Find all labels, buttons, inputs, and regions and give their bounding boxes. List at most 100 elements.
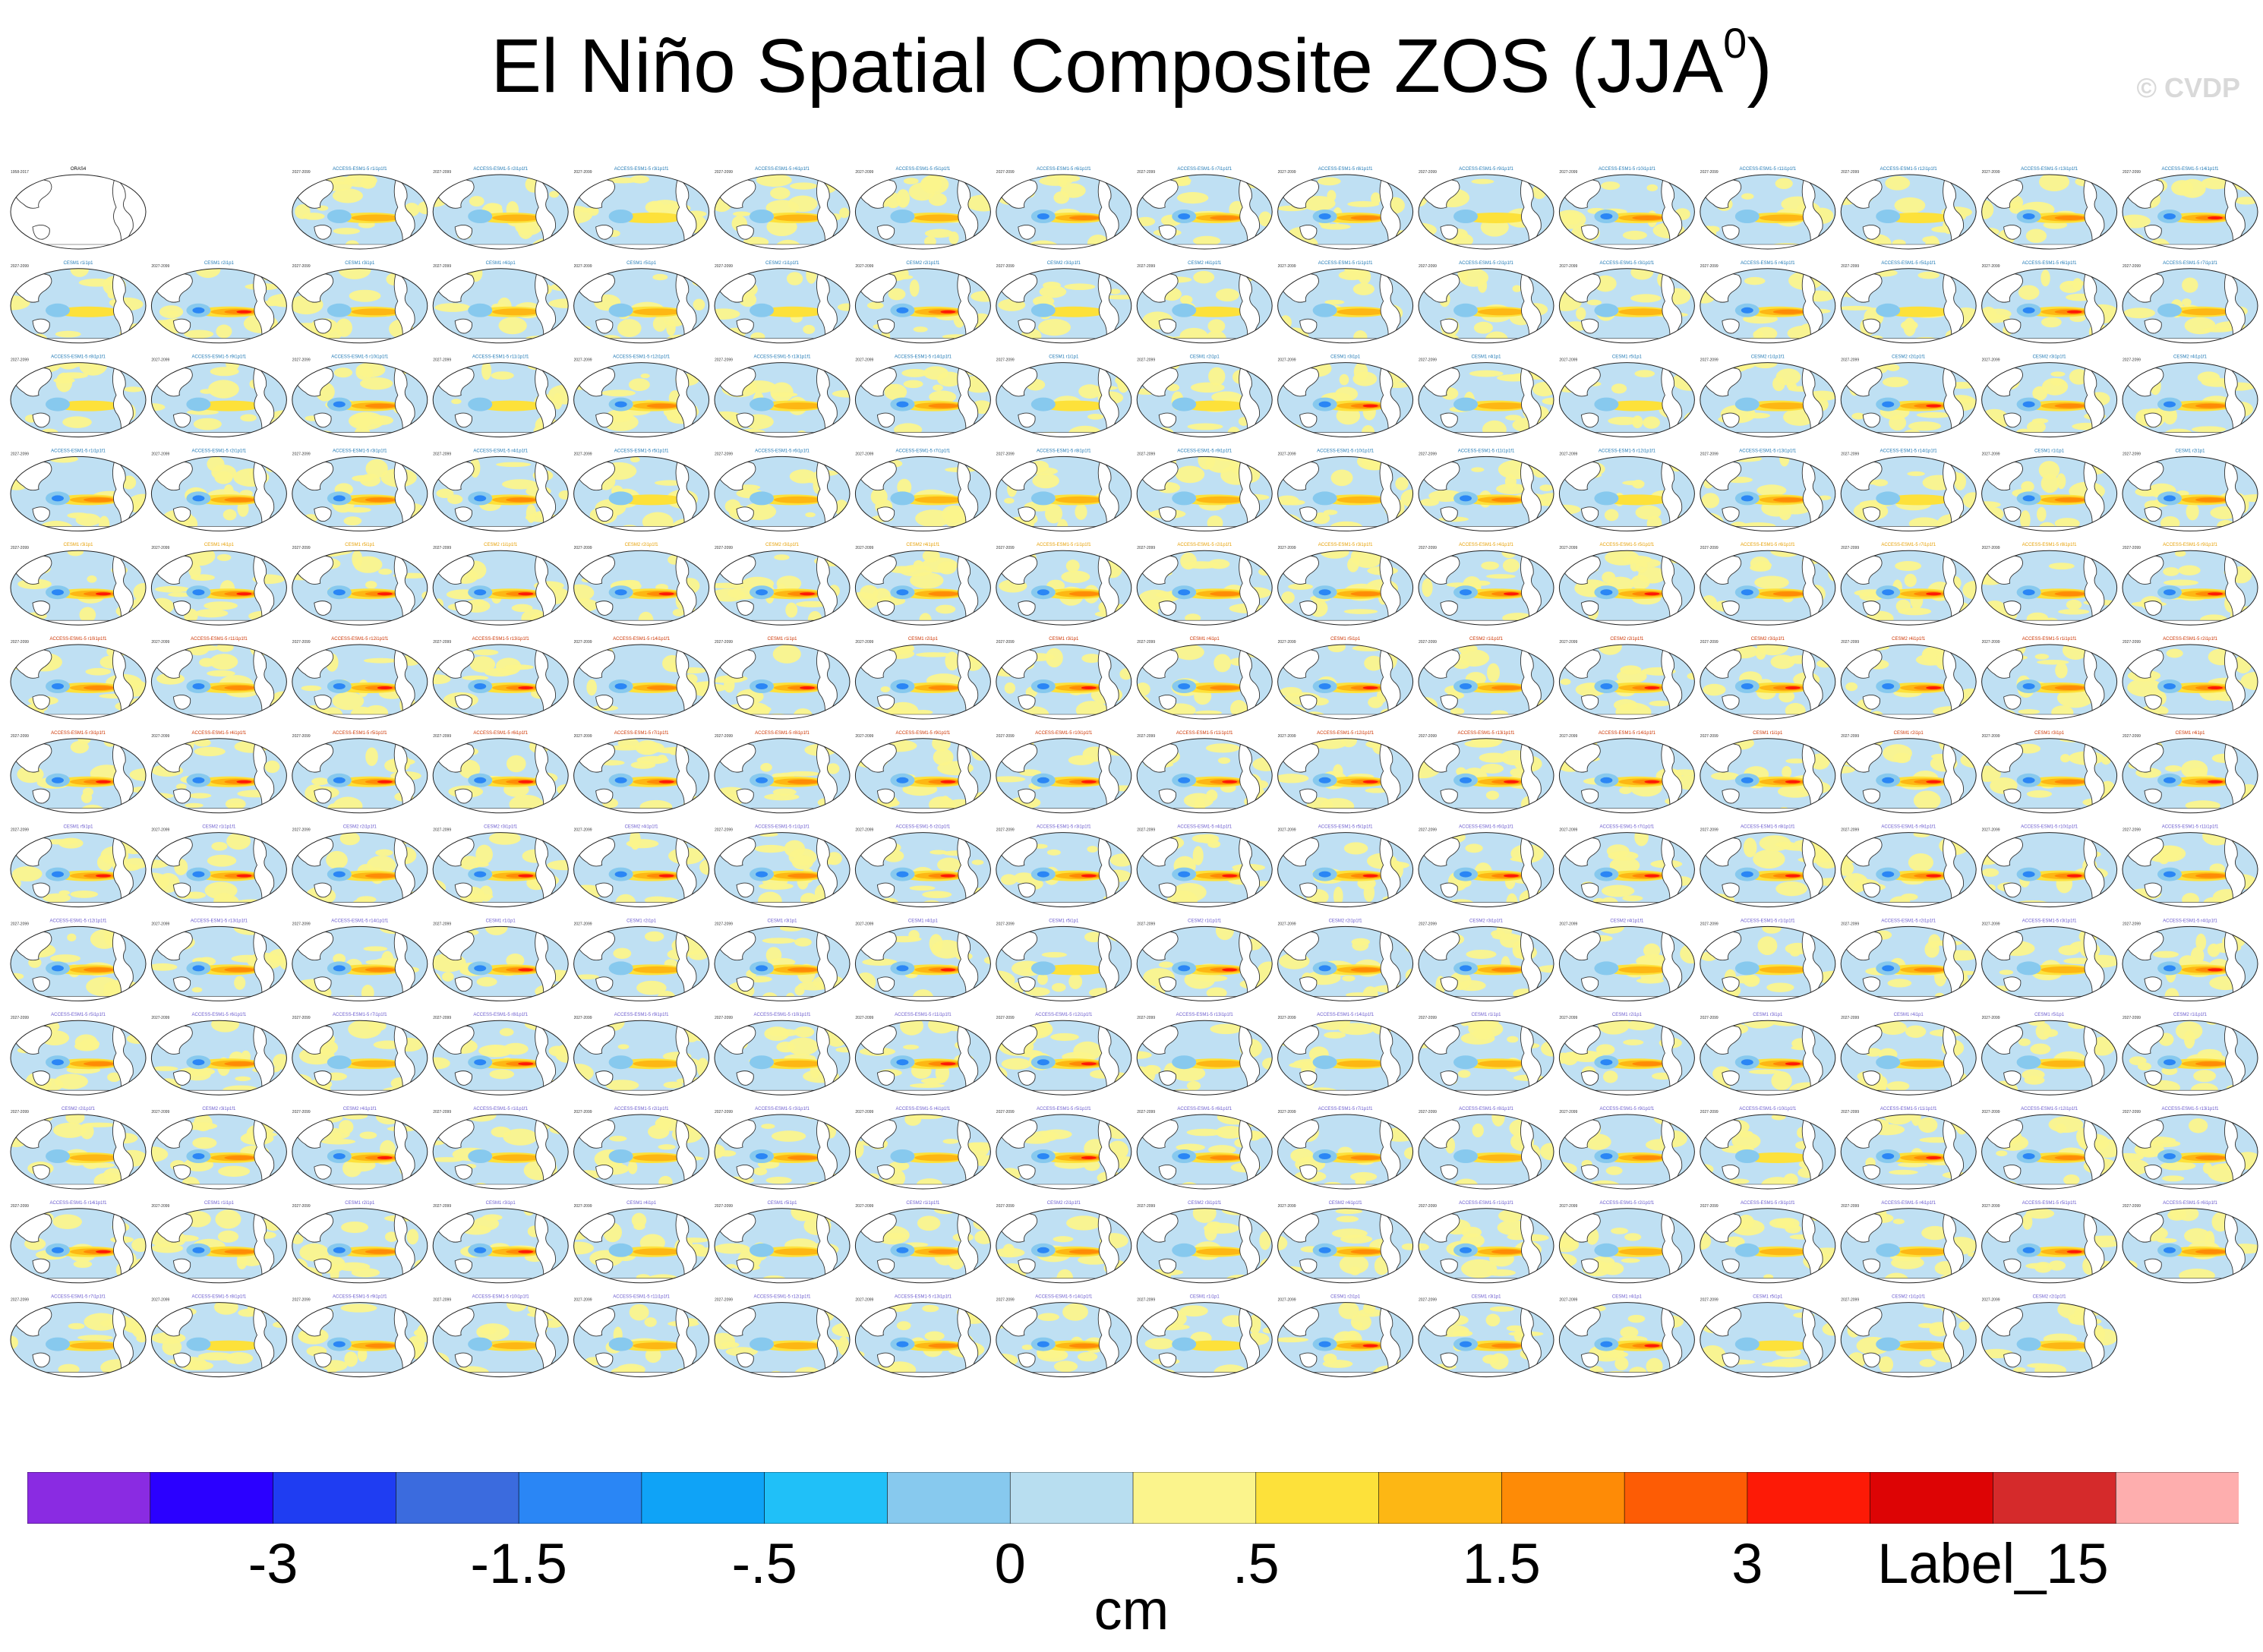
model-map (714, 1302, 851, 1378)
colorbar-swatch (1378, 1472, 1503, 1524)
model-map (2122, 644, 2258, 720)
colorbar-swatch (641, 1472, 765, 1524)
model-map (854, 550, 991, 626)
panel-title: ACCESS-ESM1-5 r12i1p1f1 (1035, 1013, 1093, 1017)
panel-title: ACCESS-ESM1-5 r8i1p1f1 (1037, 449, 1091, 453)
model-map (996, 1114, 1132, 1190)
model-panel: 2027-2099 ACCESS-ESM1-5 r6i1p1f1 (1700, 543, 1836, 626)
model-panel: 2027-2099 CESM1 r1i1p1 (10, 261, 147, 344)
model-panel: 2027-2099 CESM1 r3i1p1 (292, 261, 428, 344)
panel-years-label: 2027-2099 (1559, 828, 1577, 833)
panel-years-label: 2027-2099 (574, 452, 592, 456)
panel-title: ACCESS-ESM1-5 r14i1p1f1 (49, 1201, 107, 1206)
model-map (1136, 362, 1273, 438)
model-panel: 2027-2099 CESM1 r2i1p1 (1558, 1013, 1695, 1096)
model-map (1418, 268, 1554, 344)
panel-years-label: 2027-2099 (996, 170, 1015, 175)
colorbar-swatch (273, 1472, 397, 1524)
panel-title: ACCESS-ESM1-5 r6i1p1f1 (1459, 825, 1513, 830)
panel-years-label: 2027-2099 (1278, 170, 1296, 175)
panel-years-label: 2027-2099 (292, 358, 311, 363)
model-panel: 2027-2099 ACCESS-ESM1-5 r10i1p1f1 (1277, 449, 1414, 531)
panel-years-label: 2027-2099 (11, 828, 29, 833)
panel-title: ACCESS-ESM1-5 r6i1p1f1 (1741, 543, 1795, 547)
model-panel: 2027-2099 ACCESS-ESM1-5 r1i1p1f1 (1418, 1201, 1554, 1284)
model-map (2122, 1114, 2258, 1190)
model-map (1840, 362, 1977, 438)
panel-years-label: 2027-2099 (715, 452, 733, 456)
panel-years-label: 2027-2099 (1700, 546, 1719, 550)
model-panel: 2027-2099 CESM2 r3i1p1f1 (1418, 919, 1554, 1001)
panel-title: ACCESS-ESM1-5 r12i1p1f1 (1599, 449, 1656, 453)
model-panel: 2027-2099 ACCESS-ESM1-5 r4i1p1f1 (150, 731, 287, 814)
panel-title: CESM1 r3i1p1 (486, 1201, 516, 1206)
model-panel: 2027-2099 ACCESS-ESM1-5 r14i1p1f1 (2122, 167, 2258, 250)
model-map (432, 1020, 569, 1096)
colorbar-tick-label: 0 (994, 1532, 1026, 1595)
panel-years-label: 2027-2099 (1559, 1204, 1577, 1209)
model-map (432, 456, 569, 531)
model-map (714, 174, 851, 250)
panel-title: ACCESS-ESM1-5 r2i1p1f1 (2163, 637, 2217, 642)
model-map (1700, 174, 1836, 250)
panel-title: ACCESS-ESM1-5 r6i1p1f1 (1037, 167, 1091, 172)
model-map (1981, 174, 2118, 250)
model-panel: 2027-2099 ACCESS-ESM1-5 r9i1p1f1 (150, 355, 287, 438)
panel-years-label: 2027-2099 (2123, 546, 2141, 550)
model-map (1558, 550, 1695, 626)
panel-years-label: 2027-2099 (1982, 358, 2000, 363)
model-map (150, 1020, 287, 1096)
model-map (150, 1302, 287, 1378)
model-map (2122, 174, 2258, 250)
panel-title: CESM1 r4i1p1 (1190, 637, 1220, 642)
model-map (996, 174, 1132, 250)
model-map (854, 925, 991, 1001)
model-map (150, 550, 287, 626)
model-panel: 2027-2099 ACCESS-ESM1-5 r5i1p1f1 (10, 1013, 147, 1096)
panel-title: CESM2 r3i1p1f1 (1047, 261, 1081, 266)
panel-years-label: 2027-2099 (996, 452, 1015, 456)
model-map (10, 456, 147, 531)
colorbar-swatch (1993, 1472, 2117, 1524)
model-panel: 2027-2099 ACCESS-ESM1-5 r8i1p1f1 (1418, 1107, 1554, 1190)
panel-years-label: 2027-2099 (433, 546, 451, 550)
panel-title: CESM2 r3i1p1f1 (1188, 1201, 1222, 1206)
panel-years-label: 2027-2099 (1137, 1110, 1155, 1114)
model-panel: 2027-2099 ACCESS-ESM1-5 r3i1p1f1 (996, 825, 1132, 908)
model-map (2122, 832, 2258, 908)
panel-years-label: 2027-2099 (151, 1016, 169, 1020)
panel-title: ACCESS-ESM1-5 r2i1p1f1 (1881, 919, 1936, 923)
model-map (1277, 738, 1414, 814)
model-map (854, 832, 991, 908)
model-map (292, 738, 428, 814)
model-panel: 2027-2099 CESM1 r4i1p1 (150, 543, 287, 626)
observed-map (10, 174, 147, 250)
panel-years-label: 2027-2099 (151, 452, 169, 456)
panel-title: ACCESS-ESM1-5 r14i1p1f1 (895, 355, 952, 360)
chart-title: El Niño Spatial Composite ZOS (JJA0) (491, 19, 1772, 109)
model-panel: 2027-2099 ACCESS-ESM1-5 r10i1p1f1 (996, 731, 1132, 814)
panel-years-label: 2027-2099 (715, 640, 733, 645)
panel-years-label: 2027-2099 (2123, 734, 2141, 739)
model-panel: 2027-2099 ACCESS-ESM1-5 r6i1p1f1 (996, 167, 1132, 250)
panel-years-label: 2027-2099 (574, 264, 592, 269)
model-panel: 2027-2099 ACCESS-ESM1-5 r7i1p1f1 (1558, 825, 1695, 908)
model-panel: 2027-2099 CESM1 r5i1p1 (714, 1201, 851, 1284)
panel-years-label: 2027-2099 (855, 1298, 873, 1303)
model-panel: 2027-2099 ACCESS-ESM1-5 r1i1p1f1 (996, 543, 1132, 626)
panel-title: ACCESS-ESM1-5 r5i1p1f1 (1318, 825, 1373, 830)
model-panel: 2027-2099 ACCESS-ESM1-5 r14i1p1f1 (10, 1201, 147, 1284)
model-panel: 2027-2099 ACCESS-ESM1-5 r13i1p1f1 (854, 1295, 991, 1378)
model-map (2122, 925, 2258, 1001)
model-map (854, 174, 991, 250)
model-panel: 2027-2099 ACCESS-ESM1-5 r2i1p1f1 (2122, 637, 2258, 720)
panel-title: ACCESS-ESM1-5 r13i1p1f1 (1739, 449, 1797, 453)
model-map (2122, 1208, 2258, 1284)
colorbar-tick-label: .5 (1232, 1532, 1280, 1595)
model-panel: 2027-2099 CESM1 r1i1p1 (432, 919, 569, 1001)
model-panel: 2027-2099 CESM1 r1i1p1 (1981, 449, 2118, 531)
panel-years-label: 2027-2099 (996, 546, 1015, 550)
panel-title: ACCESS-ESM1-5 r13i1p1f1 (895, 1295, 952, 1300)
colorbar-swatch (150, 1472, 274, 1524)
model-map (714, 832, 851, 908)
